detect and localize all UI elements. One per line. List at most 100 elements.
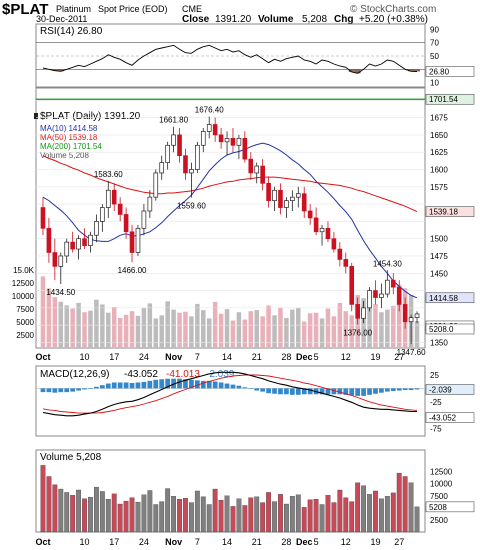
volume-value-tag: 5208 — [429, 503, 447, 512]
volume-bar — [331, 502, 337, 533]
x-axis-label: 12 — [341, 352, 351, 362]
price-volume-bar — [165, 301, 170, 348]
rsi-oversold-fill — [348, 69, 355, 72]
volume-axis-tick: 12500 — [430, 468, 453, 477]
x-axis-label: 7 — [195, 537, 200, 547]
price-volume-bar — [307, 313, 313, 348]
price-volume-bar — [224, 309, 230, 348]
price-annotation: 1347.60 — [397, 348, 426, 357]
candle-body — [367, 290, 372, 309]
price-axis-tick: 1675 — [430, 114, 448, 123]
rsi-oversold-fill — [354, 69, 361, 74]
x-axis-label: 27 — [394, 352, 404, 362]
x-axis-label: 14 — [222, 537, 232, 547]
x-axis-label: 19 — [370, 537, 380, 547]
x-axis-label: Nov — [165, 352, 182, 362]
price-volume-bar — [100, 304, 105, 348]
price-volume-bar — [111, 307, 117, 348]
macd-histogram-bar — [402, 388, 408, 390]
candle-body — [337, 248, 343, 260]
price-legend-title: $PLAT (Daily) 1391.20 — [40, 111, 141, 122]
legend-volume: Volume 5,208 — [40, 151, 89, 160]
volume-bar — [361, 485, 366, 533]
rsi-plot — [36, 42, 425, 74]
macd-panel-frame — [35, 365, 426, 437]
price-volume-bar — [230, 320, 236, 348]
macd-hist-value-tag-box — [425, 384, 475, 395]
candle-body — [100, 207, 105, 222]
volume-bar — [402, 476, 408, 533]
candle-body — [147, 196, 153, 212]
macd-histogram-bar — [396, 388, 402, 391]
candle-body — [135, 227, 141, 253]
candle-body — [224, 138, 230, 143]
macd-histogram-bar — [94, 386, 99, 389]
price-volume-bar — [313, 312, 319, 348]
price-volume-bar — [248, 311, 254, 348]
candle-body — [248, 158, 254, 174]
rsi-oversold-fill — [414, 69, 420, 72]
ma200-value-tag-box — [425, 93, 475, 105]
volume-bar — [236, 498, 242, 533]
price-volume-bar — [361, 298, 366, 348]
volume-bar — [266, 492, 271, 533]
macd-histogram-bar — [319, 388, 325, 395]
price-axis-tick: 1450 — [430, 269, 448, 278]
price-axis-tick: 1600 — [430, 165, 448, 174]
macd-hist-value-tag: -2.039 — [429, 385, 452, 394]
volume-bar — [384, 496, 390, 533]
price-volume-bar — [40, 276, 46, 348]
x-axis-label: Nov — [165, 537, 182, 547]
candle-body — [319, 227, 325, 233]
stockcharts-watermark: © StockCharts.com — [350, 4, 436, 15]
candle-body — [402, 304, 408, 323]
price-annotation: 1454.30 — [373, 259, 402, 268]
price-volume-bar — [373, 303, 378, 348]
price-annotation: 1376.00 — [343, 328, 372, 337]
macd-histogram-bar — [58, 388, 64, 393]
volume-bar — [319, 504, 325, 533]
axes: 9070503010167516501625160015751500147514… — [12, 25, 475, 547]
volume-bar — [289, 496, 295, 533]
x-axis-label: 21 — [252, 352, 262, 362]
volume-bar — [355, 482, 361, 533]
macd-histogram-bar — [384, 388, 390, 392]
rsi-oversold-fill — [408, 69, 415, 72]
price-volume-bar — [349, 315, 354, 348]
price-volume-bar — [183, 311, 188, 348]
price-volume-bar — [189, 316, 194, 348]
candle-body — [105, 189, 111, 208]
candle-body — [189, 169, 194, 174]
x-axis-label: 19 — [370, 352, 380, 362]
candle-body — [58, 255, 64, 267]
price-volume-bar — [331, 316, 337, 348]
ma50-value-tag: 1539.18 — [429, 208, 458, 217]
candle-body — [373, 290, 378, 298]
macd-histogram-bar — [218, 382, 224, 389]
price-axis-tick: 1350 — [430, 338, 448, 347]
candle-body — [290, 196, 295, 201]
candle-body — [195, 144, 200, 170]
macd-histogram-bar — [307, 388, 313, 395]
x-axis-label: 7 — [195, 352, 200, 362]
volume-bar — [188, 502, 194, 533]
price-volume-bar — [379, 312, 384, 348]
volume-bar — [141, 494, 147, 533]
macd-histogram-bar — [295, 388, 301, 395]
price-volume-bar — [343, 311, 349, 348]
rsi-line — [42, 44, 418, 74]
price-volume-bar — [391, 305, 396, 348]
macd-histogram-bar — [248, 388, 254, 389]
volume-axis-tick: 10000 — [430, 480, 453, 489]
macd-histogram-bar — [111, 382, 117, 389]
macd-signal-line — [42, 374, 418, 414]
candle-body — [129, 231, 135, 253]
macd-histogram-bar — [379, 388, 384, 393]
volume-bar — [307, 499, 313, 533]
volume-panel-frame — [35, 449, 426, 533]
candle-body — [206, 124, 212, 132]
candle-body — [284, 200, 289, 208]
x-axis-label: 28 — [281, 537, 291, 547]
x-axis-label: 5 — [314, 537, 319, 547]
